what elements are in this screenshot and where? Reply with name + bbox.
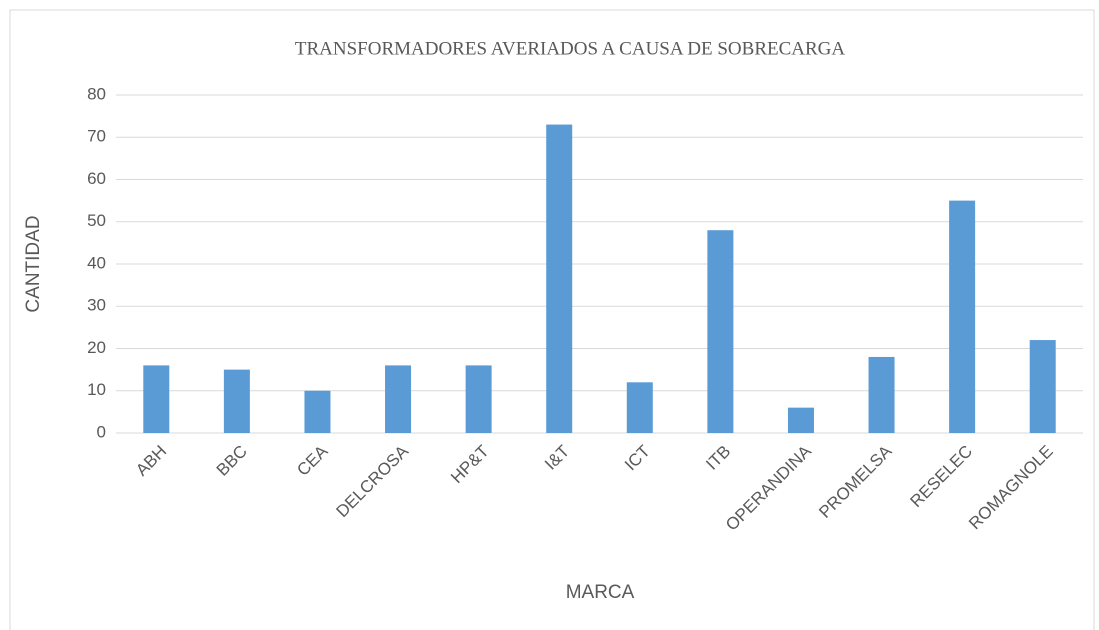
bar xyxy=(707,230,734,433)
bar xyxy=(223,369,250,433)
y-axis-title: CANTIDAD xyxy=(23,215,44,312)
y-tick-label: 60 xyxy=(87,169,106,188)
bar xyxy=(787,407,814,433)
chart-title: TRANSFORMADORES AVERIADOS A CAUSA DE SOB… xyxy=(295,38,846,59)
x-axis-title: MARCA xyxy=(566,582,635,603)
bar xyxy=(546,124,573,433)
bar xyxy=(626,382,653,433)
bar xyxy=(385,365,412,433)
bar xyxy=(868,356,895,433)
y-tick-label: 30 xyxy=(87,296,106,315)
y-tick-label: 20 xyxy=(87,338,106,357)
bar xyxy=(465,365,492,433)
bar xyxy=(304,390,331,433)
y-tick-label: 70 xyxy=(87,127,106,146)
y-tick-label: 0 xyxy=(97,422,106,441)
bar xyxy=(143,365,170,433)
y-tick-label: 40 xyxy=(87,253,106,272)
y-tick-label: 50 xyxy=(87,211,106,230)
y-tick-label: 80 xyxy=(87,84,106,103)
y-tick-label: 10 xyxy=(87,380,106,399)
bar xyxy=(1029,340,1056,433)
bar xyxy=(949,200,976,433)
